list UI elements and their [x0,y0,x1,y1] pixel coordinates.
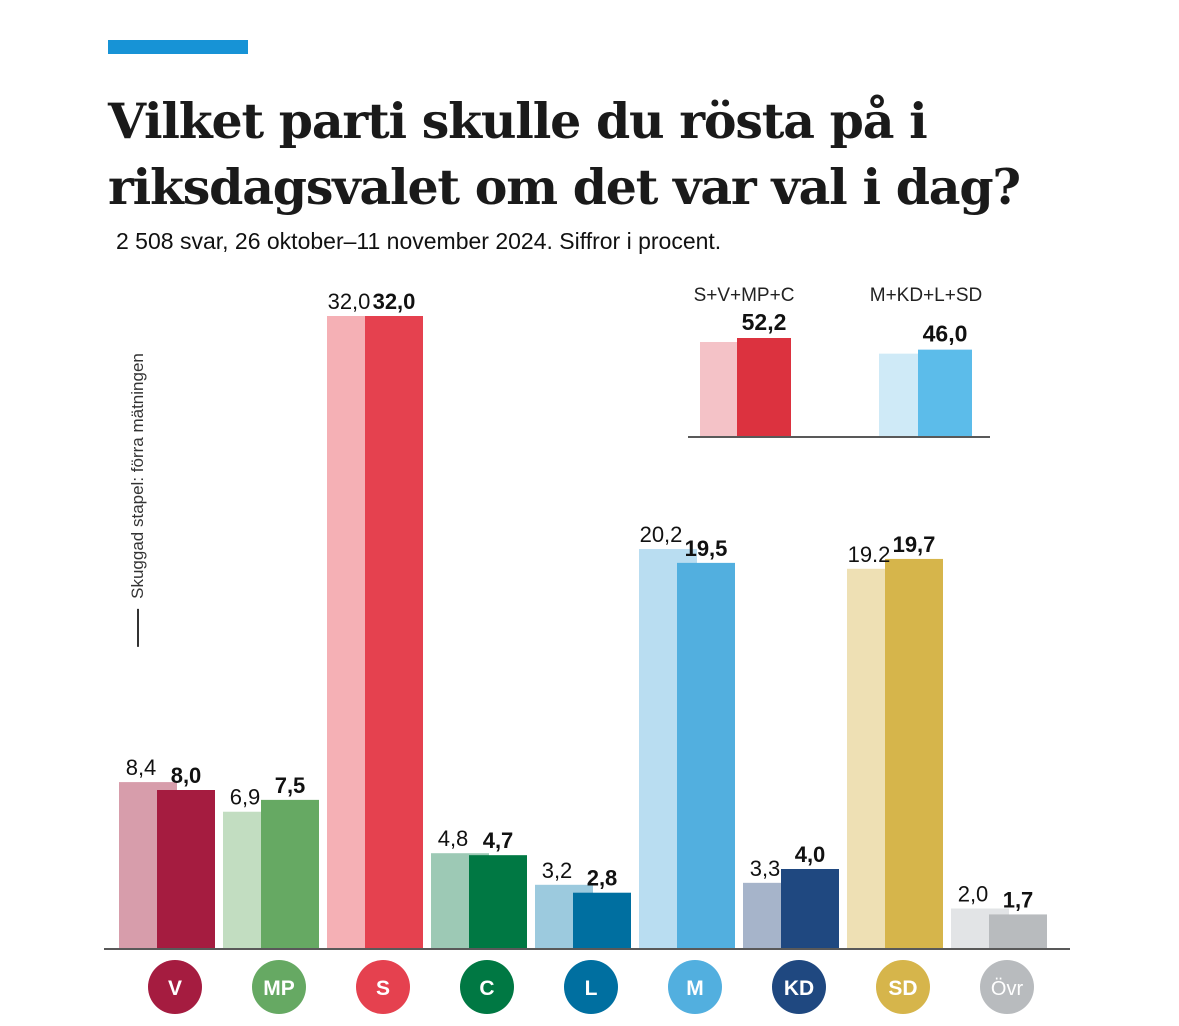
value-label-previous: 2,0 [958,882,989,907]
inset-bar-current [918,349,972,436]
party-badge-C [460,960,514,1014]
party-badge-KD [772,960,826,1014]
bar-current-KD [781,869,839,948]
party-badge-S [356,960,410,1014]
value-label-current: 1,7 [1003,887,1034,912]
value-label-previous: 19.2 [848,542,891,567]
bar-current-V [157,790,215,948]
value-label-current: 4,7 [483,828,514,853]
value-label-current: 19,5 [685,536,728,561]
value-label-previous: 20,2 [640,522,683,547]
value-label-current: 8,0 [171,763,202,788]
value-label-current: 4,0 [795,842,826,867]
party-badge-V [148,960,202,1014]
bar-current-M [677,562,735,948]
inset-value-label: 46,0 [923,321,968,347]
value-label-previous: 3,2 [542,858,573,883]
inset-category-label: M+KD+L+SD [870,285,982,306]
value-label-current: 19,7 [893,532,936,557]
party-badge-label: Övr [991,978,1024,1000]
inset-value-label: 52,2 [742,309,787,335]
party-badge-label: M [686,977,704,1000]
party-badge-label: MP [263,977,295,1000]
party-badge-MP [252,960,306,1014]
party-badge-label: V [168,977,182,1000]
value-label-previous: 4,8 [438,826,469,851]
accent-bar [108,40,248,54]
value-label-current: 32,0 [373,289,416,314]
party-badge-SD [876,960,930,1014]
bar-current-MP [261,799,319,948]
value-label-previous: 8,4 [126,755,157,780]
bar-current-Övr [989,914,1047,948]
value-label-current: 2,8 [587,866,618,891]
party-badge-label: S [376,977,390,1000]
value-label-current: 7,5 [275,773,306,798]
party-badge-L [564,960,618,1014]
chart-title: Vilket parti skulle du rösta på i riksda… [108,92,1021,216]
party-badge-label: KD [784,977,814,1000]
inset-bar-current [737,338,791,436]
party-badge-label: C [479,977,494,1000]
chart-subtitle: 2 508 svar, 26 oktober–11 november 2024.… [116,228,722,254]
value-label-previous: 32,0 [328,289,371,314]
inset-category-label: S+V+MP+C [694,285,795,306]
value-label-previous: 3,3 [750,856,781,881]
bar-current-S [365,316,423,948]
value-label-previous: 6,9 [230,785,261,810]
party-badge-M [668,960,722,1014]
bar-current-C [469,855,527,948]
party-badge-label: SD [888,977,917,1000]
party-badge-label: L [585,977,598,1000]
bar-current-SD [885,558,943,948]
bar-current-L [573,892,631,948]
party-badge-Övr [980,960,1034,1014]
